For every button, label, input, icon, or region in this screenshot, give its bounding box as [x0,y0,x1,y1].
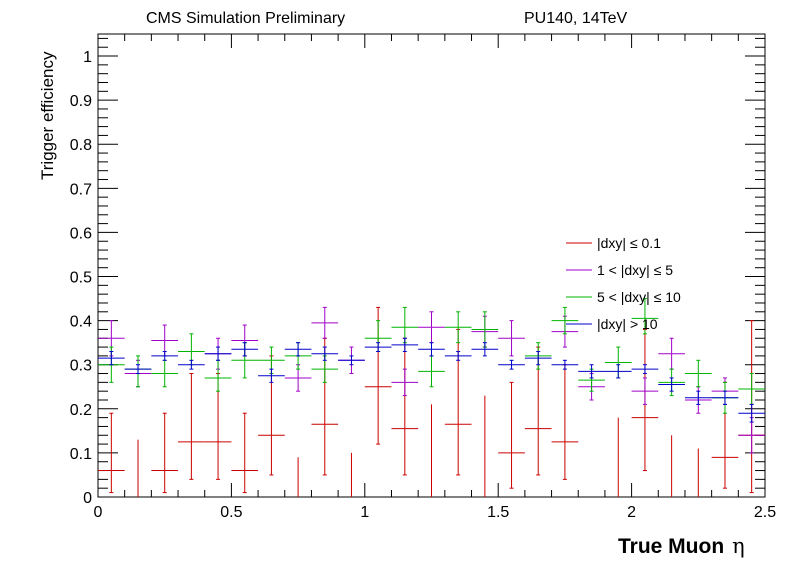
data-point [498,320,525,357]
x-tick-label: 1.5 [487,504,509,521]
header-experiment-label: CMS Simulation Preliminary [146,10,346,27]
x-axis-title: True Muon η [618,534,745,559]
data-point [151,324,179,357]
data-point [738,417,765,454]
data-point [311,306,339,339]
data-point [151,350,179,361]
legend-entry: |dxy| ≤ 0.1 [566,235,661,251]
data-point [258,368,285,383]
data-point [418,311,445,344]
data-point [98,350,125,366]
x-tick-label: 1 [360,504,369,521]
plot-frame-layer: 0 0.1 0.2 0.3 0.4 0.5 0.6 0.7 0.8 0.9 1 0 0.5 1 1.5 2 2.… [70,33,776,521]
x-tick-label: 2.5 [754,504,776,521]
data-point [338,355,365,366]
data-point [631,298,659,335]
y-tick-label: 0.4 [70,314,92,331]
data-point [418,342,445,357]
y-tick-label: 1 [83,49,92,66]
legend-label: 1 < |dxy| ≤ 5 [597,262,673,278]
series-0 [98,306,765,497]
legend-label: |dxy| ≤ 0.1 [597,235,661,251]
data-point [631,364,659,375]
legend-label: |dxy| > 10 [597,316,658,332]
data-point [204,359,232,392]
data-point [471,311,499,348]
data-point [578,364,605,379]
legend-label: 5 < |dxy| ≤ 10 [597,289,681,305]
data-point [391,368,419,397]
data-point [151,359,179,388]
data-point [551,359,579,370]
legend: |dxy| ≤ 0.1 1 < |dxy| ≤ 5 5 < |dxy| ≤ 10 |d… [566,235,681,332]
data-point [684,359,712,388]
data-point [231,342,259,357]
y-tick-label: 0.5 [70,270,92,287]
x-tick-label: 0 [94,504,103,521]
data-points-layer [98,298,765,497]
data-point [444,311,472,344]
y-tick-label: 0.8 [70,137,92,154]
y-tick-label: 0.1 [70,446,92,463]
y-tick-label: 0.6 [70,225,92,242]
data-point [658,377,685,392]
data-point [204,346,232,361]
data-point [551,364,579,480]
legend-entry: 5 < |dxy| ≤ 10 [566,289,681,305]
data-point [444,350,472,361]
y-tick-label: 0.3 [70,358,92,375]
data-point [151,412,179,494]
data-point [631,377,659,405]
y-axis-title: Trigger efficiency [38,51,57,181]
data-point [604,364,632,379]
data-point [391,337,419,476]
data-point [311,346,339,361]
data-point [498,381,525,489]
data-point [391,337,419,352]
data-point [711,390,739,405]
data-point [98,412,125,494]
x-tick-label: 0.5 [220,504,242,521]
data-point [418,355,445,388]
data-point [124,364,152,375]
data-point [524,350,552,366]
data-point [178,359,205,370]
data-point [738,403,765,423]
x-axis-title-text: True Muon [618,535,725,558]
x-tick-label: 2 [627,504,636,521]
data-point [498,359,525,370]
y-tick-label: 0 [83,490,92,507]
legend-entry: 1 < |dxy| ≤ 5 [566,262,673,278]
y-tick-label: 0.2 [70,402,92,419]
data-point [231,412,259,494]
data-point [658,337,685,370]
y-tick-label: 0.9 [70,93,92,110]
data-point [284,342,312,357]
y-tick-label: 0.7 [70,181,92,198]
data-point [178,373,205,480]
data-point [391,306,419,344]
legend-entry: |dxy| > 10 [566,316,658,332]
header-conditions-label: PU140, 14TeV [524,10,628,27]
x-axis-title-symbol: η [732,534,745,558]
data-point [684,390,712,405]
data-point [551,306,579,335]
series-3 [98,337,765,423]
data-point [471,342,499,357]
data-point [364,342,392,352]
